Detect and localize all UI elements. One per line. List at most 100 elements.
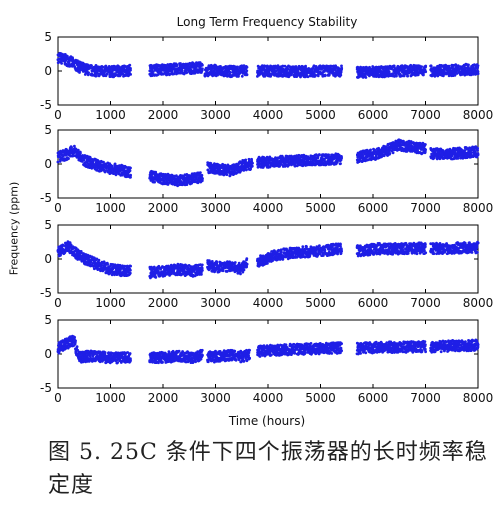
- x-tick-label: 2000: [148, 201, 179, 215]
- x-tick-label: 3000: [200, 201, 231, 215]
- x-tick-label: 8000: [463, 201, 494, 215]
- data-point: [244, 158, 248, 162]
- data-point: [82, 158, 86, 162]
- data-point: [87, 71, 90, 75]
- data-point: [114, 173, 118, 177]
- panel-1: 0 1000 2000 3000 4000 5000 6000 7000 8000-505: [40, 30, 493, 122]
- data-point: [369, 148, 372, 152]
- figure-canvas: Long Term Frequency Stability 0 1000 2000 3…: [40, 15, 493, 428]
- data-point: [152, 265, 156, 269]
- data-point: [154, 276, 158, 279]
- data-point: [201, 63, 204, 67]
- data-point: [113, 162, 117, 166]
- x-tick-label: 0: [54, 108, 62, 122]
- data-point: [467, 63, 470, 67]
- data-point: [296, 70, 300, 74]
- x-tick-label: 4000: [253, 296, 284, 310]
- x-tick-label: 2000: [148, 296, 179, 310]
- data-point: [424, 143, 427, 146]
- data-point: [422, 73, 425, 77]
- x-tick-label: 3000: [200, 108, 231, 122]
- x-tick-label: 7000: [410, 108, 441, 122]
- data-point: [339, 73, 343, 77]
- y-tick-label: -5: [40, 286, 52, 300]
- data-point: [106, 262, 109, 266]
- data-point: [128, 169, 132, 173]
- data-point: [429, 64, 433, 68]
- x-tick-label: 2000: [148, 108, 179, 122]
- data-point: [391, 151, 395, 155]
- y-tick-label: -5: [40, 98, 52, 112]
- y-tick-label: 0: [44, 157, 52, 171]
- chart-title: Long Term Frequency Stability: [177, 15, 358, 29]
- data-point: [175, 63, 179, 67]
- data-point: [245, 69, 249, 73]
- data-point: [476, 146, 479, 150]
- data-point: [78, 151, 82, 155]
- data-point: [59, 253, 62, 257]
- x-tick-label: 7000: [410, 296, 441, 310]
- x-tick-label: 3000: [200, 296, 231, 310]
- data-point: [68, 60, 71, 63]
- data-point: [128, 271, 132, 275]
- data-point: [250, 164, 254, 168]
- x-tick-label: 5000: [305, 108, 336, 122]
- data-point: [185, 71, 189, 75]
- x-tick-label: 6000: [358, 296, 389, 310]
- data-point: [316, 74, 320, 78]
- data-point: [153, 180, 157, 184]
- data-point: [476, 64, 480, 67]
- data-point: [240, 74, 244, 78]
- x-tick-label: 1000: [95, 201, 126, 215]
- x-tick-label: 4000: [253, 201, 284, 215]
- data-point: [110, 164, 114, 168]
- data-point: [199, 171, 202, 175]
- data-point: [463, 149, 467, 153]
- y-tick-label: 5: [44, 30, 52, 44]
- data-point: [317, 153, 321, 157]
- data-point: [420, 65, 423, 69]
- y-tick-label: 5: [44, 123, 52, 137]
- data-point: [424, 148, 427, 152]
- data-point: [470, 151, 473, 155]
- data-point: [78, 71, 81, 74]
- data-point: [128, 63, 132, 67]
- data-point: [364, 76, 368, 79]
- data-point: [200, 68, 204, 72]
- data-point: [63, 251, 67, 255]
- data-point: [74, 147, 78, 151]
- x-tick-label: 8000: [463, 108, 494, 122]
- y-tick-label: -5: [40, 191, 52, 205]
- data-point: [251, 161, 254, 165]
- x-tick-label: 5000: [305, 296, 336, 310]
- panel-2: 0 1000 2000 3000 4000 5000 6000 7000 8000-505: [40, 123, 493, 215]
- data-point: [129, 175, 132, 179]
- data-point: [129, 73, 133, 76]
- data-point: [97, 258, 101, 262]
- data-point: [476, 153, 480, 157]
- x-tick-label: 1000: [95, 108, 126, 122]
- data-point: [73, 65, 77, 69]
- data-point: [129, 264, 133, 268]
- data-point: [95, 74, 98, 78]
- data-point: [67, 157, 70, 161]
- data-point: [424, 64, 428, 68]
- data-point: [340, 64, 343, 68]
- data-point: [229, 71, 232, 74]
- x-tick-label: 4000: [253, 108, 284, 122]
- data-point: [245, 65, 249, 69]
- data-point: [89, 64, 93, 67]
- data-point: [340, 156, 343, 160]
- data-point: [432, 156, 436, 160]
- x-tick-label: 1000: [95, 296, 126, 310]
- data-point: [456, 156, 460, 160]
- data-point: [201, 177, 204, 181]
- data-point: [245, 168, 248, 172]
- data-point: [324, 74, 327, 77]
- data-point: [406, 74, 409, 78]
- data-point: [476, 72, 480, 76]
- data-point: [60, 62, 63, 65]
- data-point: [314, 73, 317, 77]
- y-tick-label: 5: [44, 218, 52, 232]
